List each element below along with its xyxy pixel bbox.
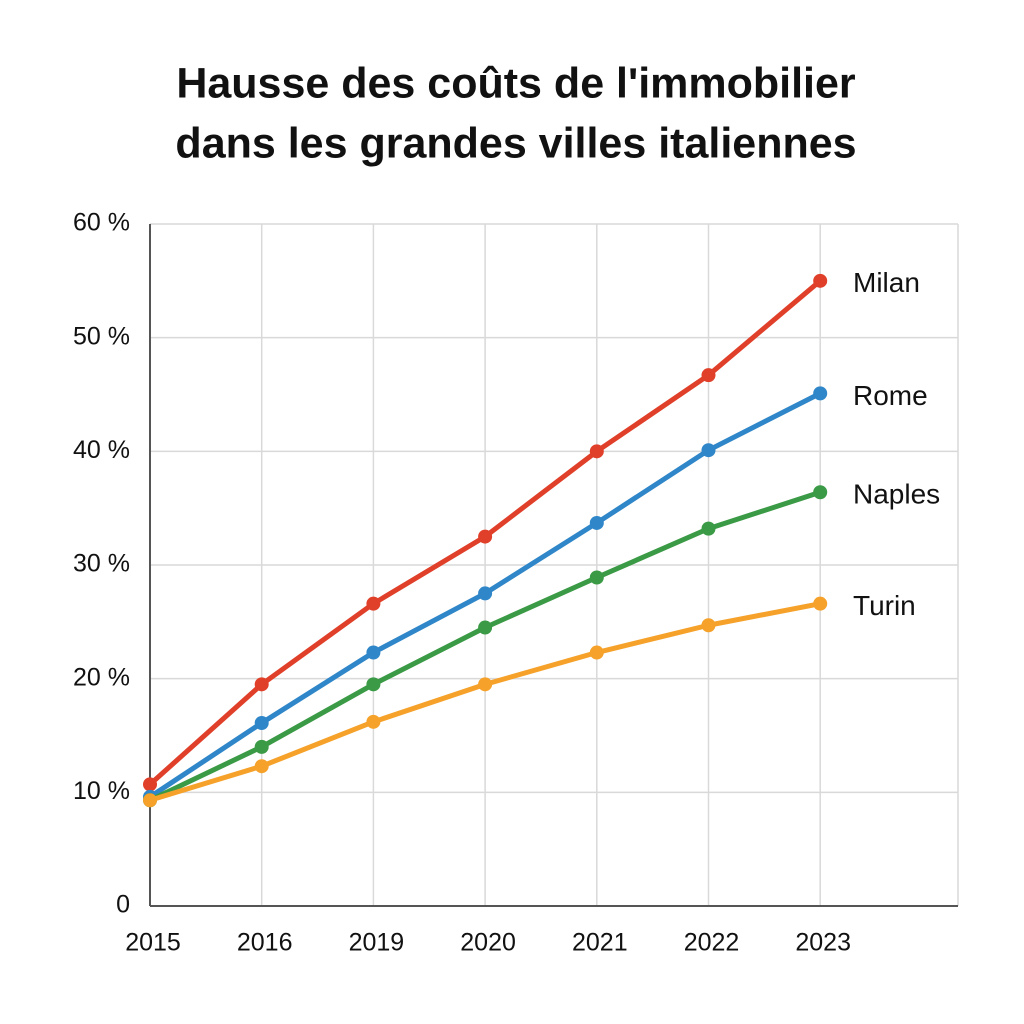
data-point [143, 793, 157, 808]
x-tick-label: 2022 [684, 929, 740, 957]
legend-label: Turin [853, 590, 916, 621]
x-tick-label: 2020 [460, 929, 516, 957]
chart-title: dans les grandes villes italiennes [175, 119, 856, 167]
y-tick-label: 30 % [73, 550, 130, 578]
data-point [478, 677, 493, 692]
data-point [813, 596, 828, 611]
data-point [143, 777, 157, 792]
y-tick-label: 20 % [73, 663, 130, 691]
data-point [254, 715, 269, 730]
data-point [366, 645, 381, 660]
y-tick-label: 50 % [73, 322, 130, 350]
y-tick-label: 10 % [73, 777, 130, 805]
data-point [366, 677, 381, 692]
y-tick-label: 0 [116, 891, 130, 919]
data-point [813, 386, 828, 401]
legend-label: Milan [853, 267, 920, 298]
y-tick-label: 60 % [73, 209, 130, 237]
data-point [254, 739, 269, 754]
data-point [589, 645, 604, 660]
x-tick-label: 2021 [572, 929, 628, 957]
data-point [701, 521, 716, 536]
data-point [701, 443, 716, 458]
chart-title: Hausse des coûts de l'immobilier [176, 59, 856, 107]
data-point [366, 714, 381, 729]
legend-label: Naples [853, 479, 940, 510]
x-tick-label: 2019 [349, 929, 405, 957]
y-tick-label: 40 % [73, 436, 130, 464]
data-point [589, 570, 604, 585]
data-point [589, 444, 604, 459]
data-point [589, 515, 604, 530]
x-tick-label: 2023 [795, 929, 851, 957]
x-tick-label: 2016 [237, 929, 293, 957]
data-point [478, 529, 493, 544]
data-point [701, 618, 716, 633]
data-point [813, 485, 828, 500]
data-point [701, 368, 716, 383]
data-point [478, 586, 493, 601]
data-point [254, 677, 269, 692]
data-point [366, 596, 381, 611]
data-point [478, 620, 493, 635]
x-tick-label: 2015 [125, 929, 181, 957]
data-point [254, 759, 269, 774]
legend-label: Rome [853, 380, 928, 411]
data-point [813, 273, 828, 288]
